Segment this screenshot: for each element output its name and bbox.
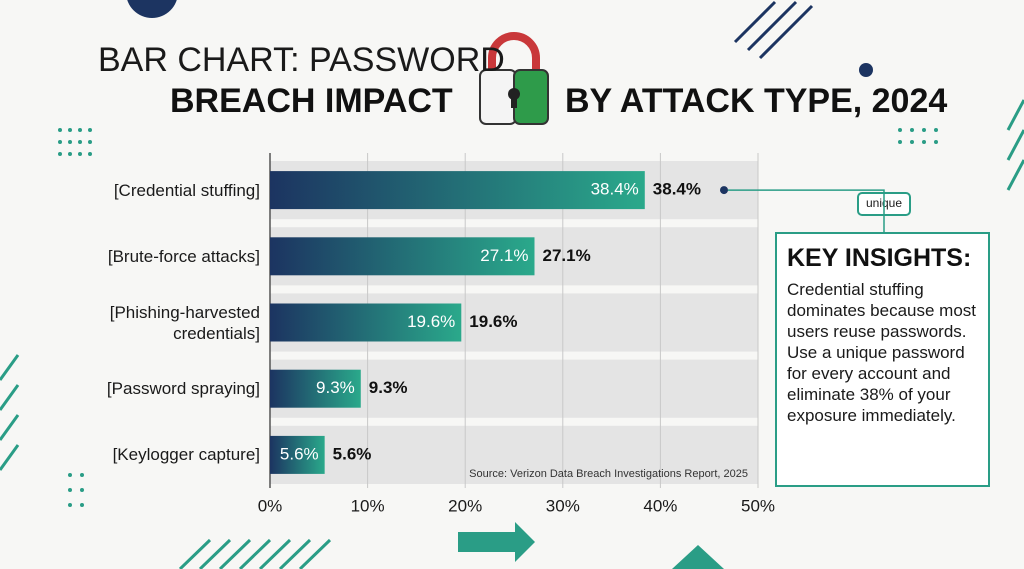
y-tick-label: [Phishing-harvested credentials] [109,302,260,343]
x-tick-label: 50% [741,496,775,515]
decor-dots [58,128,938,507]
bar-label: 19.6% [469,312,517,331]
connector [728,189,885,232]
bar [270,435,325,474]
row-band [270,425,758,484]
bar-label-inside: 19.6% [407,312,455,331]
bar-label: 38.4% [653,180,701,199]
x-tick-label: 0% [258,496,283,515]
decor-stripes [733,0,814,60]
lock-icon [479,32,549,125]
bar [270,369,361,408]
x-tick-label: 30% [546,496,580,515]
insights-title: KEY INSIGHTS: [787,244,972,272]
x-tick-label: 20% [448,496,482,515]
bar-label-inside: 27.1% [480,246,528,265]
bar-label-inside: 9.3% [316,378,355,397]
title-line: BY ATTACK TYPE, 2024 [565,82,947,120]
y-tick-label: [Brute-force attacks] [107,246,260,266]
bar-label-inside: 5.6% [280,444,319,463]
decor-circle [127,0,177,18]
y-tick-label: [Password spraying] [106,379,260,399]
x-tick-label: 40% [643,496,677,515]
decor-triangle [672,545,724,569]
bar-label: 5.6% [333,444,372,463]
decor-dot [859,63,873,77]
title-line: BAR CHART: PASSWORD [98,41,505,79]
bar-label: 9.3% [369,378,408,397]
insights-text: Credential stuffing dominates because mo… [787,280,976,425]
bar [270,303,462,342]
y-tick-label: [Keylogger capture] [112,445,260,465]
title-line: BREACH IMPACT [170,82,453,120]
y-tick-label: [Credential stuffing] [113,180,260,200]
bar [270,171,645,210]
bar [270,237,535,276]
decor-stripes [0,99,1024,569]
decor-arrow [458,522,535,562]
bar-label: 27.1% [542,246,590,265]
insights-box: KEY INSIGHTS: Credential stuffing domina… [775,232,990,487]
connector-dot [720,186,728,195]
source: Source: Verizon Data Breach Investigatio… [469,468,748,480]
bar-label-inside: 38.4% [591,180,639,199]
x-tick-label: 10% [351,496,385,515]
